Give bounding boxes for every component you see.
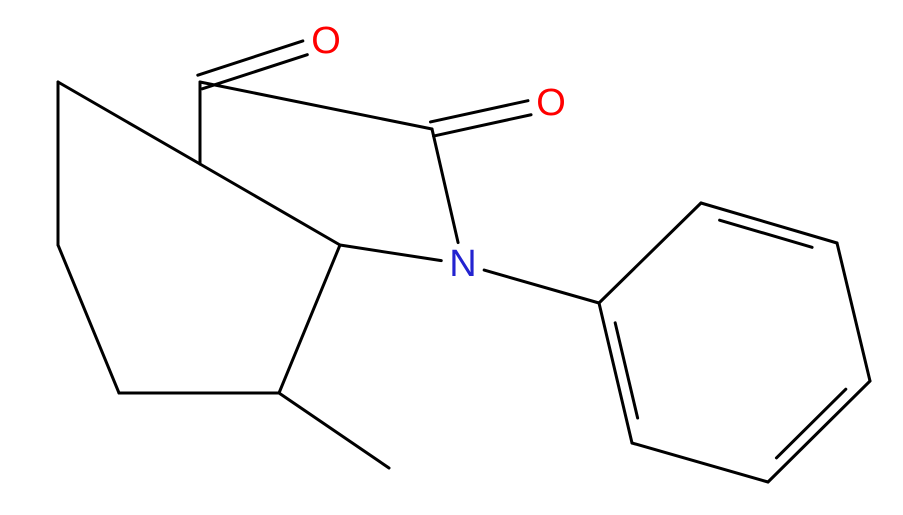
bond — [279, 245, 340, 393]
molecule-diagram: O O N — [0, 0, 903, 515]
bond — [599, 203, 701, 303]
bond — [701, 203, 837, 243]
bond — [279, 393, 389, 468]
bond — [484, 270, 599, 303]
bond — [58, 82, 200, 164]
bond — [202, 55, 307, 89]
o-atom-label: O — [311, 20, 341, 62]
bond — [768, 381, 870, 482]
bond — [632, 443, 768, 482]
o-atom-label: O — [536, 82, 566, 124]
n-atom-label: N — [449, 243, 476, 285]
bond — [776, 389, 845, 458]
bond — [58, 245, 119, 393]
bond — [198, 41, 303, 75]
bond — [200, 164, 340, 245]
bond — [615, 323, 637, 418]
bond — [340, 245, 441, 261]
bond — [720, 220, 812, 247]
bond — [432, 129, 458, 243]
bond — [200, 82, 432, 129]
bond — [837, 243, 870, 381]
